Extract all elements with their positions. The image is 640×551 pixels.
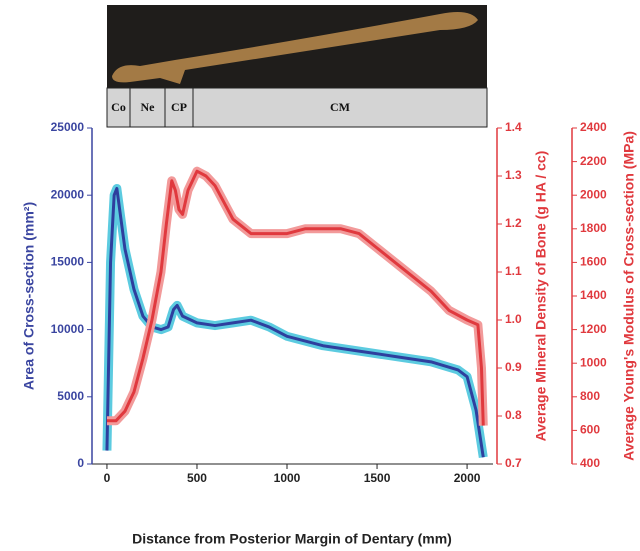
y-tick-label: 25000: [51, 120, 85, 134]
y3-tick-label: 2400: [580, 120, 607, 134]
x-tick-label: 500: [187, 471, 207, 485]
series-band: [106, 166, 488, 426]
y-axis-title: Area of Cross-section (mm²): [21, 202, 37, 390]
segment-box: [192, 87, 488, 128]
y2-tick-label: 0.8: [505, 408, 522, 422]
y3-tick-label: 600: [580, 423, 600, 437]
y-tick-label: 5000: [57, 389, 84, 403]
segment-box: [164, 87, 194, 128]
y3-tick-label: 2200: [580, 154, 607, 168]
y3-axis-title: Average Young's Modulus of Cross-section…: [621, 131, 637, 461]
y2-tick-label: 1.4: [505, 120, 522, 134]
y-tick-label: 15000: [51, 255, 85, 269]
y2-axis-title: Average Mineral Density of Bone (g HA / …: [533, 151, 549, 442]
y3-tick-label: 400: [580, 456, 600, 470]
segment-box: [129, 87, 166, 128]
y2-tick-label: 0.9: [505, 360, 522, 374]
y2-tick-label: 0.7: [505, 456, 522, 470]
series-line: [105, 186, 485, 458]
segment-label: CM: [330, 100, 350, 114]
x-tick-label: 1000: [274, 471, 301, 485]
y3-tick-label: 800: [580, 389, 600, 403]
bone-shape: [112, 12, 478, 84]
segment-label: CP: [171, 100, 187, 114]
y3-tick-label: 2000: [580, 187, 607, 201]
y3-tick-label: 1600: [580, 255, 607, 269]
y3-tick-label: 1400: [580, 288, 607, 302]
x-tick-label: 0: [104, 471, 111, 485]
y3-tick-label: 1200: [580, 322, 607, 336]
y2-tick-label: 1.1: [505, 264, 522, 278]
segment-label: Co: [111, 100, 126, 114]
x-tick-label: 1500: [364, 471, 391, 485]
y2-tick-label: 1.0: [505, 312, 522, 326]
y-tick-label: 10000: [51, 322, 85, 336]
y-tick-label: 20000: [51, 187, 85, 201]
y3-tick-label: 1000: [580, 355, 607, 369]
series-line: [106, 169, 485, 426]
y2-tick-label: 1.3: [505, 168, 522, 182]
x-axis-title: Distance from Posterior Margin of Dentar…: [132, 531, 452, 547]
y-tick-label: 0: [77, 456, 84, 470]
x-tick-label: 2000: [454, 471, 481, 485]
segment-label: Ne: [141, 100, 156, 114]
y3-tick-label: 1800: [580, 221, 607, 235]
y2-tick-label: 1.2: [505, 216, 522, 230]
